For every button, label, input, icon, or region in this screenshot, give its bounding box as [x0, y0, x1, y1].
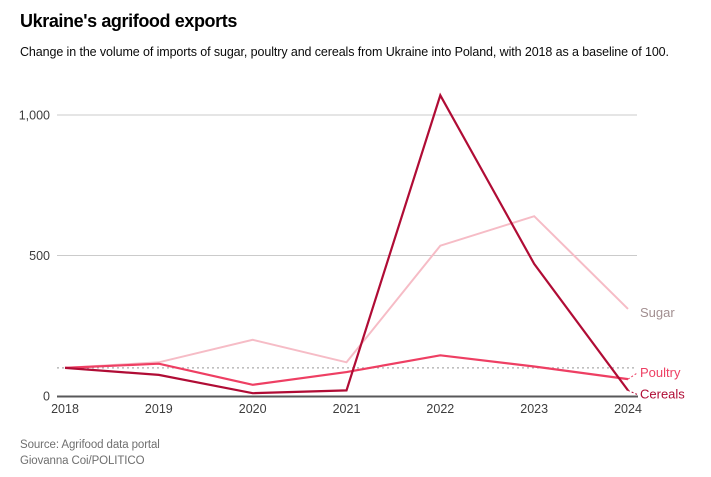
x-axis-labels: 2018 2019 2020 2021 2022 2023 2024 — [51, 402, 642, 416]
chart-subtitle: Change in the volume of imports of sugar… — [20, 45, 669, 59]
y-tick-1,000: 1,000 — [19, 109, 50, 123]
cereals-label-leader — [627, 389, 638, 395]
x-tick-2020: 2020 — [239, 402, 267, 416]
source-credit: Source: Agrifood data portal Giovanna Co… — [20, 438, 160, 469]
poultry-label: Poultry — [640, 365, 681, 380]
y-axis-labels: 0 500 1,000 — [19, 109, 50, 404]
y-tick-500: 500 — [29, 249, 50, 263]
x-tick-2024: 2024 — [614, 402, 642, 416]
series-lines — [64, 92, 629, 395]
sugar-label: Sugar — [640, 305, 675, 320]
y-tick-0: 0 — [43, 390, 50, 404]
source-line: Source: Agrifood data portal — [20, 439, 160, 451]
series-labels: Sugar Poultry Cereals — [640, 305, 685, 401]
series-label-leaders — [627, 372, 638, 395]
x-tick-2023: 2023 — [520, 402, 548, 416]
poultry-label-leader — [627, 372, 638, 380]
sugar-line — [64, 215, 629, 369]
cereals-line — [64, 92, 629, 395]
page-title: Ukraine's agrifood exports — [20, 11, 237, 31]
x-tick-2022: 2022 — [426, 402, 454, 416]
x-tick-2018: 2018 — [51, 402, 79, 416]
cereals-label: Cereals — [640, 386, 685, 401]
poultry-line — [64, 354, 629, 386]
x-tick-2019: 2019 — [145, 402, 173, 416]
credit-line: Giovanna Coi/POLITICO — [20, 454, 145, 467]
gridlines — [57, 114, 637, 256]
x-tick-2021: 2021 — [333, 402, 361, 416]
